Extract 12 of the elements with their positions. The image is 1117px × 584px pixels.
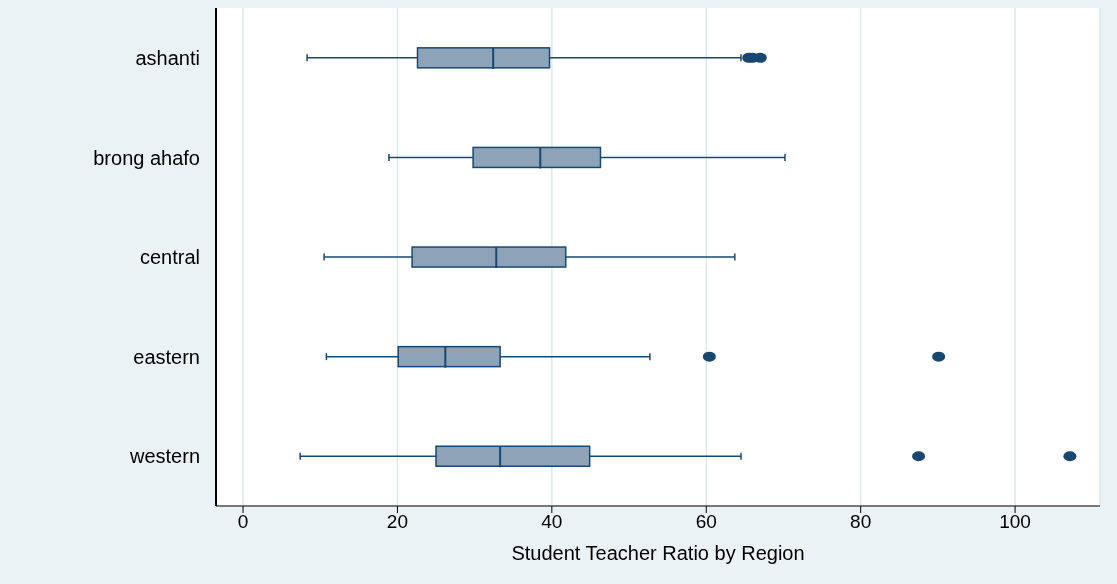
x-tick-label: 40 bbox=[541, 511, 563, 533]
x-axis-title: Student Teacher Ratio by Region bbox=[511, 542, 805, 564]
y-tick-label: brong ahafo bbox=[93, 146, 200, 169]
y-tick-label: western bbox=[128, 445, 200, 468]
y-tick-label: eastern bbox=[133, 345, 200, 368]
x-tick-label: 20 bbox=[386, 511, 408, 533]
x-tick-label: 60 bbox=[695, 511, 717, 533]
y-tick-label: ashanti bbox=[135, 46, 200, 69]
x-tick-label: 80 bbox=[850, 511, 872, 533]
y-tick-label: central bbox=[139, 246, 200, 269]
x-tick-label: 100 bbox=[999, 511, 1031, 533]
x-tick-label: 0 bbox=[237, 511, 249, 533]
